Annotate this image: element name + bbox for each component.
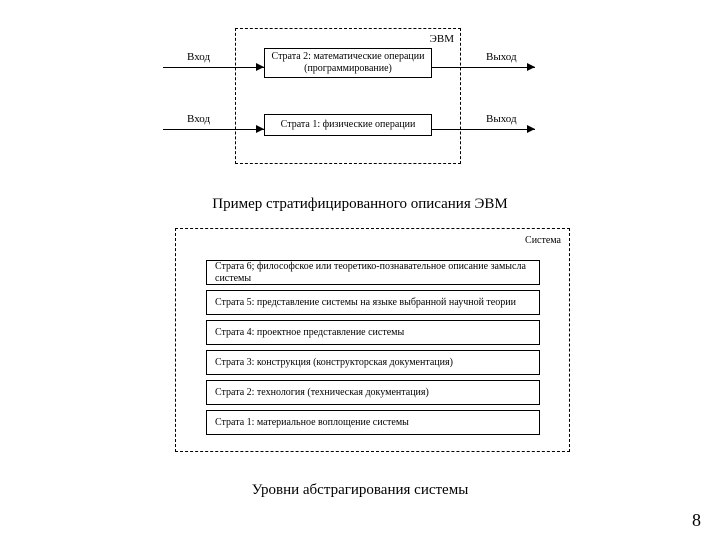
strata-row-1: Страта 1: материальное воплощение систем… <box>206 410 540 435</box>
io-label-out-1: Выход <box>486 51 517 63</box>
io-label-in-1: Вход <box>187 51 210 63</box>
strata-box-2: Страта 2: математические операции (прогр… <box>264 48 432 78</box>
strata-row-1-text: Страта 1: материальное воплощение систем… <box>215 417 409 429</box>
caption-1: Пример стратифицированного описания ЭВМ <box>0 196 720 213</box>
io-label-in-2: Вход <box>187 113 210 125</box>
arrow-head-out-2 <box>527 125 535 133</box>
strata-row-6: Страта 6; философское или теоретико-позн… <box>206 260 540 285</box>
strata-row-5: Страта 5: представление системы на языке… <box>206 290 540 315</box>
arrow-in-2 <box>163 129 264 130</box>
arrow-head-out-1 <box>527 63 535 71</box>
strata-row-5-text: Страта 5: представление системы на языке… <box>215 297 516 309</box>
strata-box-2-text: Страта 2: математические операции (прогр… <box>269 51 427 75</box>
arrow-head-in-1 <box>256 63 264 71</box>
caption-2: Уровни абстрагирования системы <box>0 482 720 499</box>
strata-row-2-text: Страта 2: технология (техническая докуме… <box>215 387 429 399</box>
page-number: 8 <box>692 510 701 531</box>
strata-row-4: Страта 4: проектное представление систем… <box>206 320 540 345</box>
strata-box-1-text: Страта 1: физические операции <box>281 119 416 131</box>
strata-row-2: Страта 2: технология (техническая докуме… <box>206 380 540 405</box>
arrow-head-in-2 <box>256 125 264 133</box>
arrow-out-2 <box>432 129 535 130</box>
arrow-out-1 <box>432 67 535 68</box>
strata-row-6-text: Страта 6; философское или теоретико-позн… <box>215 261 531 285</box>
strata-row-4-text: Страта 4: проектное представление систем… <box>215 327 404 339</box>
strata-box-1: Страта 1: физические операции <box>264 114 432 136</box>
system-label: Система <box>525 235 561 246</box>
strata-row-3-text: Страта 3: конструкция (конструкторская д… <box>215 357 453 369</box>
arrow-in-1 <box>163 67 264 68</box>
io-label-out-2: Выход <box>486 113 517 125</box>
strata-row-3: Страта 3: конструкция (конструкторская д… <box>206 350 540 375</box>
evm-label: ЭВМ <box>430 33 454 45</box>
